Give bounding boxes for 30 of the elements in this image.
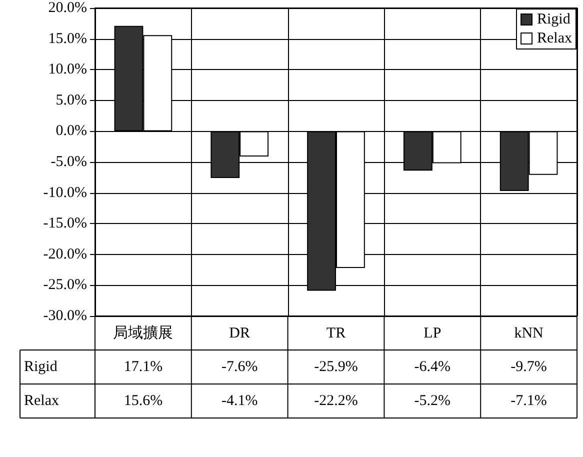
data-label: -25.9% xyxy=(314,359,358,375)
data-label: -7.6% xyxy=(221,359,258,375)
y-tick-label: 5.0% xyxy=(56,92,87,108)
y-tick-label: -5.0% xyxy=(50,154,87,170)
y-tick-label: -25.0% xyxy=(43,277,87,294)
data-label: -4.1% xyxy=(221,393,258,409)
y-tick-label: 0.0% xyxy=(56,123,87,140)
text: Relax xyxy=(24,393,59,409)
data-label: -7.1% xyxy=(510,393,547,409)
y-tick-label: 20.0% xyxy=(48,0,87,16)
y-tick-label: -15.0% xyxy=(43,216,87,232)
y-tick-label: -30.0% xyxy=(43,308,87,324)
legend-label: Relax xyxy=(537,30,572,46)
y-tick-label: 10.0% xyxy=(48,62,87,78)
y-tick-label: -20.0% xyxy=(43,246,87,262)
x-tick-label: kNN xyxy=(514,326,544,342)
data-label: 15.6% xyxy=(124,393,163,409)
legend-label: Rigid xyxy=(537,12,571,28)
y-tick-label: 15.0% xyxy=(48,30,87,47)
x-tick-label: TR xyxy=(326,326,346,342)
text: Rigid xyxy=(24,359,58,375)
x-tick-label: LP xyxy=(424,326,442,342)
data-label: 17.1% xyxy=(124,359,163,375)
x-tick-label: 局域擴展 xyxy=(113,324,174,342)
data-label: -9.7% xyxy=(510,359,547,375)
data-label: -6.4% xyxy=(414,359,451,375)
y-tick-label: -10.0% xyxy=(43,184,87,201)
x-tick-label: DR xyxy=(229,326,250,342)
data-label: -22.2% xyxy=(314,393,358,409)
data-label: -5.2% xyxy=(414,393,451,409)
